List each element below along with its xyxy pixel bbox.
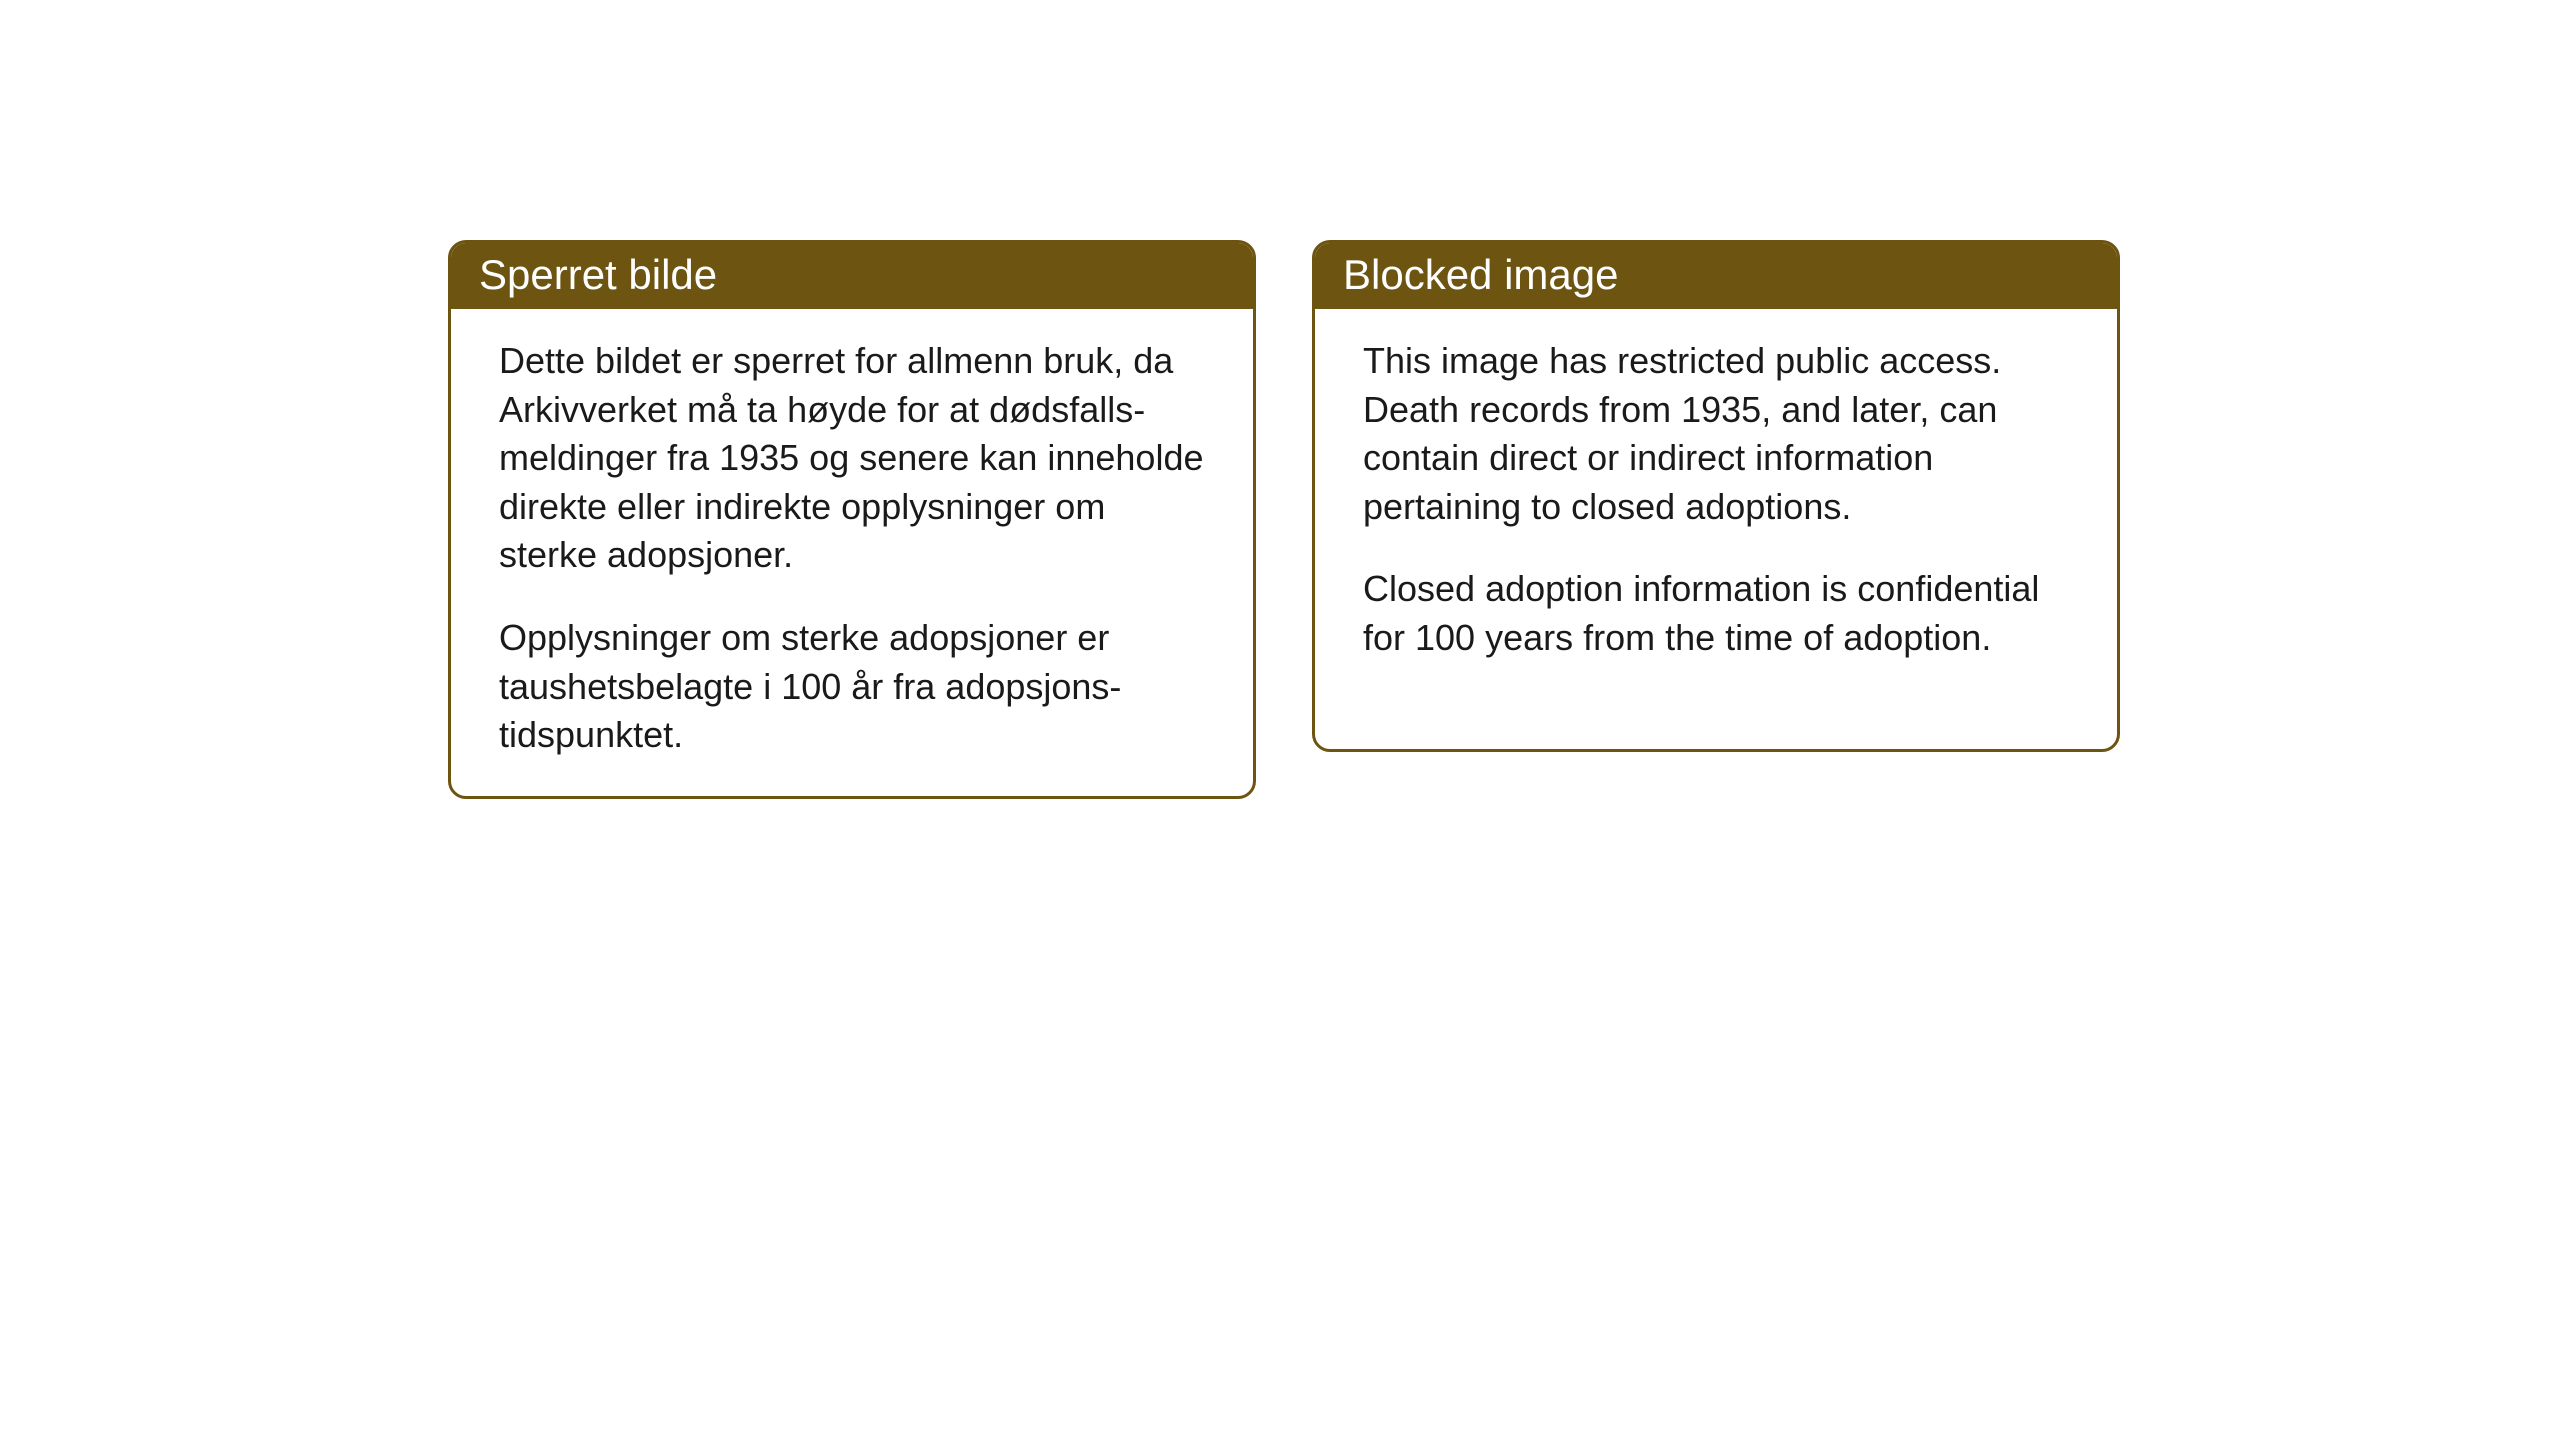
card-body-english: This image has restricted public access.… xyxy=(1315,309,2117,699)
card-body-norwegian: Dette bildet er sperret for allmenn bruk… xyxy=(451,309,1253,796)
card-title-norwegian: Sperret bilde xyxy=(451,243,1253,309)
blocked-image-card-english: Blocked image This image has restricted … xyxy=(1312,240,2120,752)
card-title-english: Blocked image xyxy=(1315,243,2117,309)
card-paragraph: Dette bildet er sperret for allmenn bruk… xyxy=(499,337,1205,580)
blocked-image-card-norwegian: Sperret bilde Dette bildet er sperret fo… xyxy=(448,240,1256,799)
card-paragraph: Closed adoption information is confident… xyxy=(1363,565,2069,662)
card-paragraph: This image has restricted public access.… xyxy=(1363,337,2069,531)
notice-cards-container: Sperret bilde Dette bildet er sperret fo… xyxy=(448,240,2120,799)
card-paragraph: Opplysninger om sterke adopsjoner er tau… xyxy=(499,614,1205,760)
